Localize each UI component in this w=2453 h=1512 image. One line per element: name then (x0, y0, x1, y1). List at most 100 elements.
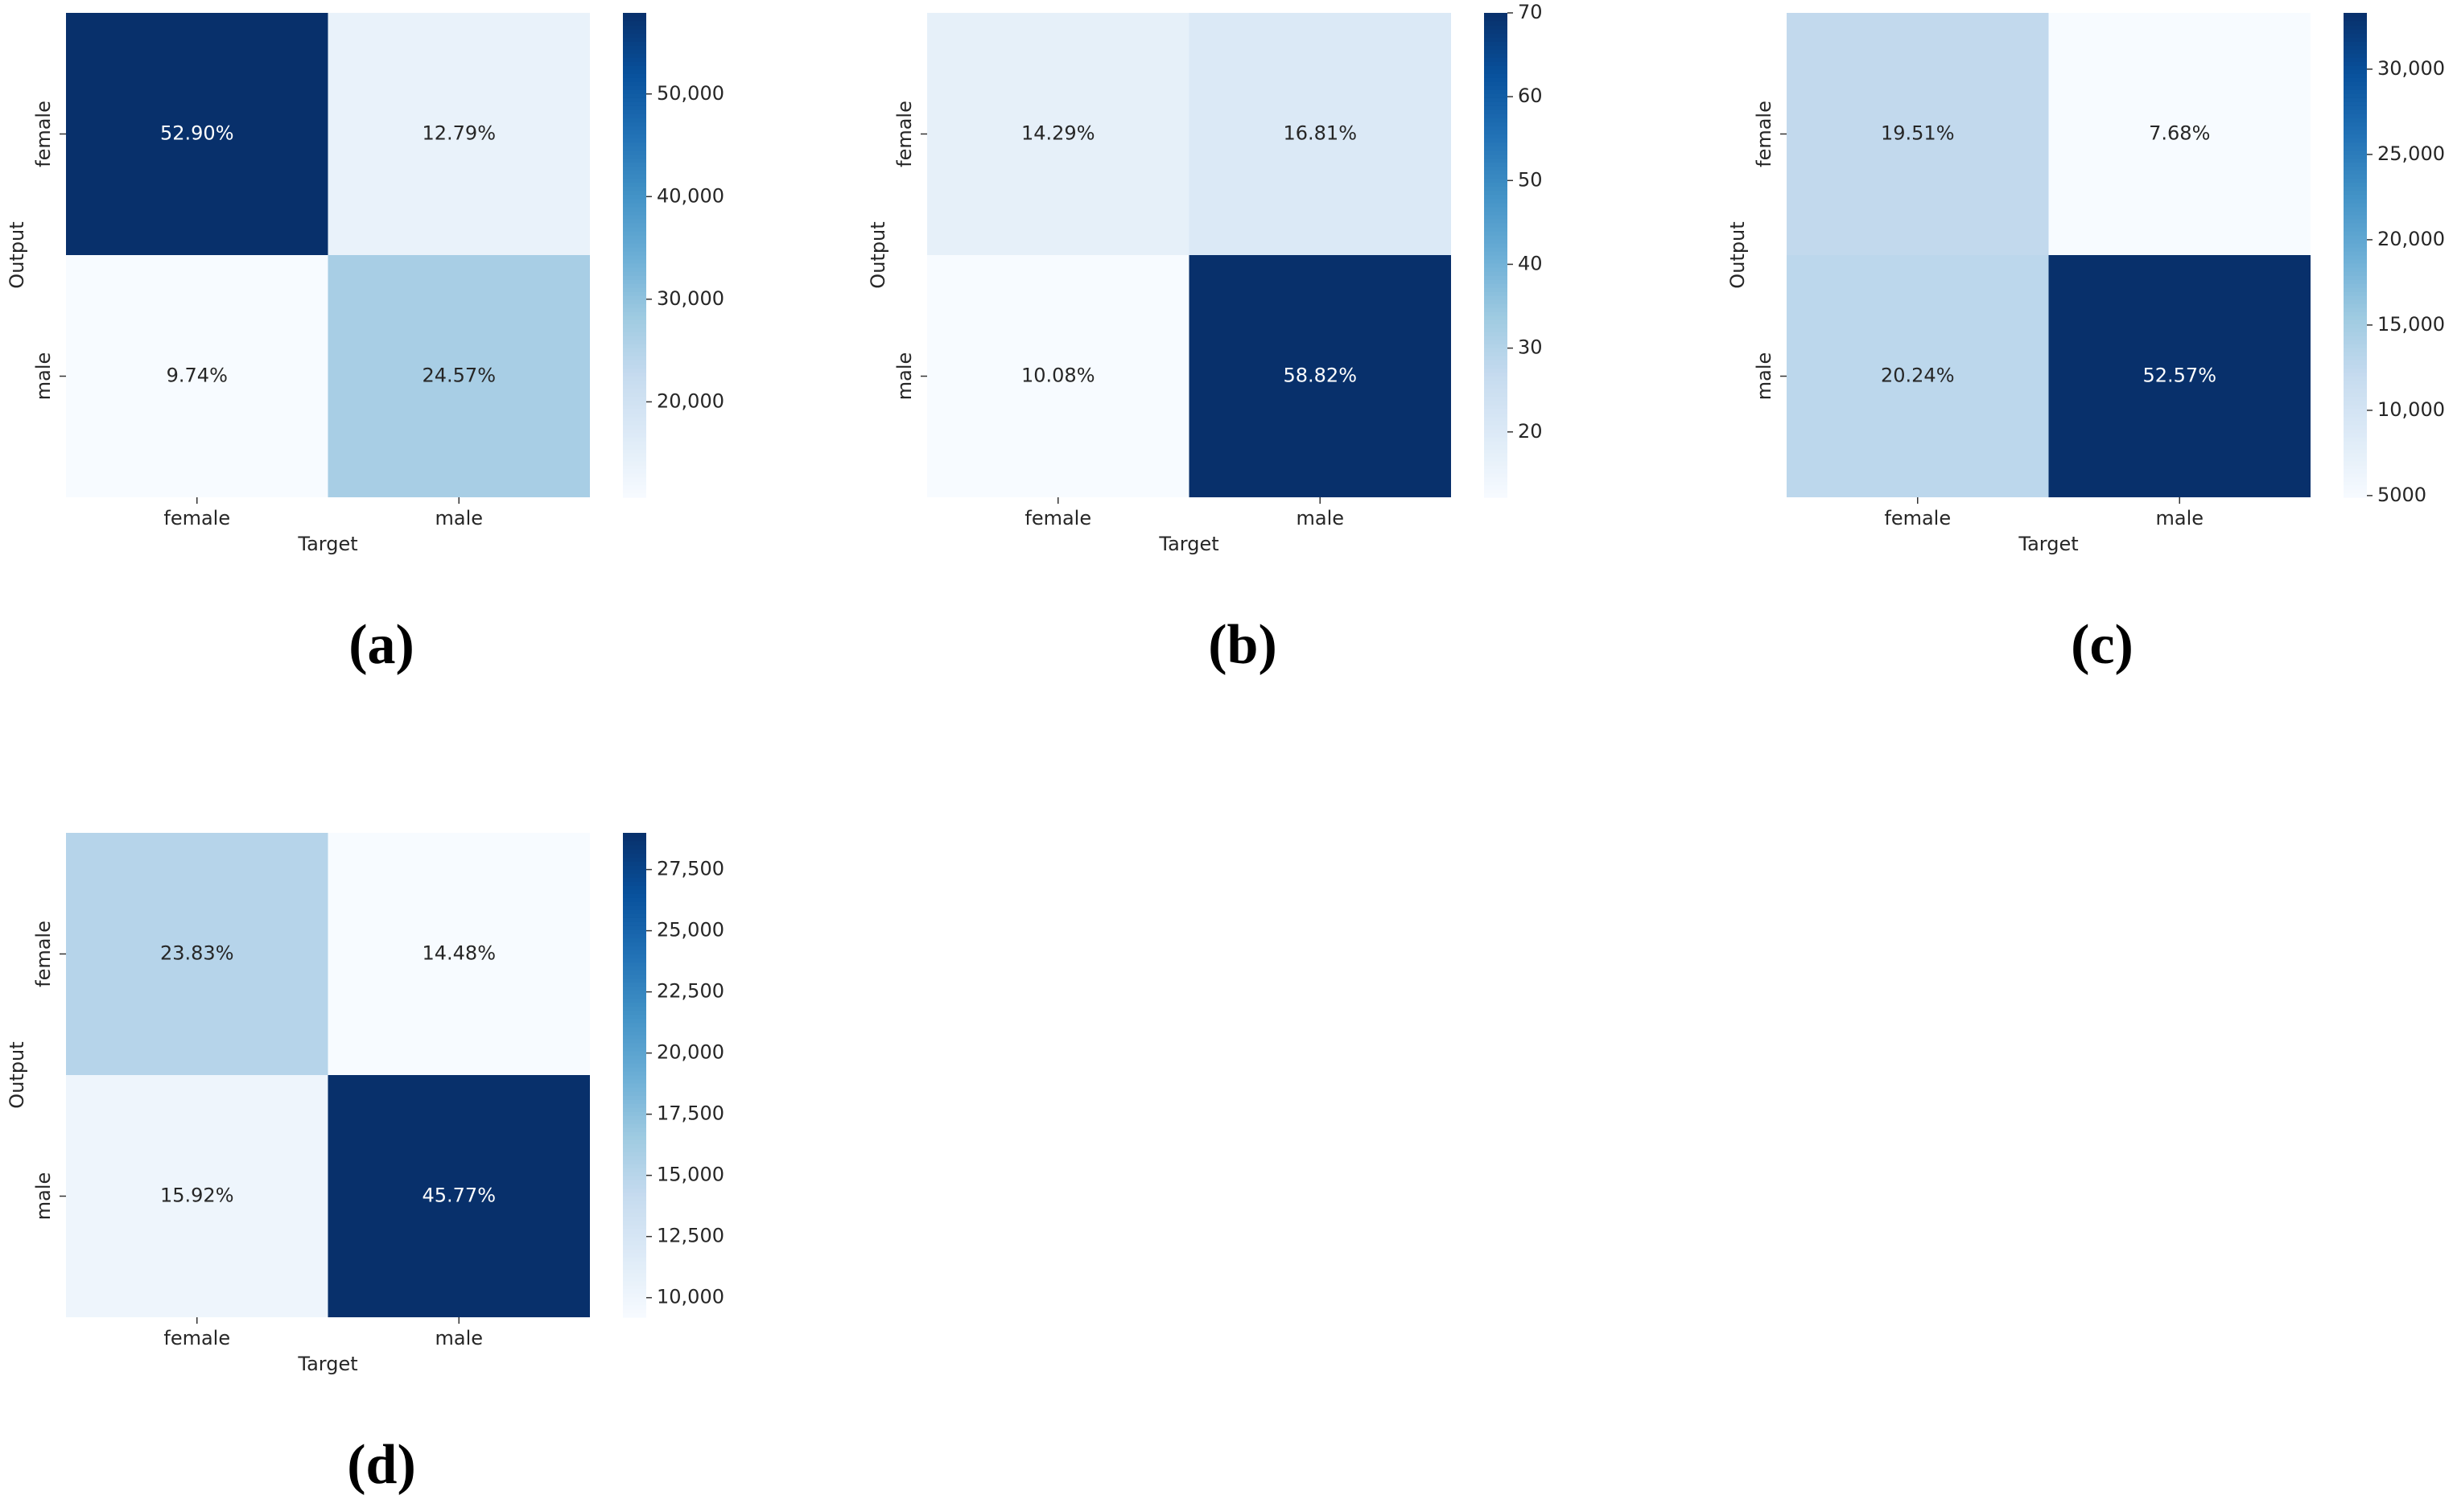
colorbar-strip (623, 77, 646, 82)
colorbar-strip (2344, 250, 2367, 256)
colorbar-strip (1484, 218, 1507, 224)
cell-label: 15.92% (160, 1184, 234, 1207)
colorbar-strip (2344, 174, 2367, 179)
colorbar-strip (2344, 480, 2367, 486)
colorbar-strip (2344, 336, 2367, 340)
colorbar-strip (623, 21, 646, 26)
colorbar-strip (1484, 25, 1507, 30)
y-tick-label: female (893, 101, 916, 167)
colorbar-strip (2344, 275, 2367, 280)
colorbar-strip (1484, 488, 1507, 494)
colorbar-strip (1484, 328, 1507, 332)
colorbar-strip (1484, 246, 1507, 252)
colorbar-strip (623, 1042, 646, 1048)
colorbar-strip (623, 994, 646, 999)
colorbar-strip (1484, 250, 1507, 256)
colorbar-strip (2344, 182, 2367, 187)
colorbar-strip (623, 1220, 646, 1226)
colorbar-strip (2344, 444, 2367, 450)
x-axis-label: Target (1158, 533, 1218, 555)
heatmap-cell (927, 255, 1189, 497)
colorbar-strip (2344, 356, 2367, 361)
colorbar-strip (623, 1168, 646, 1172)
colorbar-strip (623, 186, 646, 192)
colorbar-strip (2344, 348, 2367, 352)
panel: 52.90% 12.79% 9.74% 24.57% female male female m… (6, 13, 724, 676)
colorbar-strip (623, 287, 646, 292)
colorbar-strip (623, 1006, 646, 1011)
colorbar-strip (2344, 384, 2367, 389)
colorbar-strip (623, 1054, 646, 1060)
colorbar-strip (2344, 263, 2367, 268)
heatmap-cell (2048, 255, 2311, 497)
colorbar-strip (623, 893, 646, 898)
colorbar-strip (1484, 222, 1507, 228)
colorbar-strip (623, 974, 646, 979)
colorbar-strip (623, 295, 646, 300)
colorbar-strip (1484, 33, 1507, 38)
colorbar-strip (623, 970, 646, 975)
colorbar-strip (623, 416, 646, 422)
colorbar-strip (623, 1188, 646, 1193)
colorbar-tick-label: 20,000 (657, 1041, 724, 1064)
panel-caption: (b) (1208, 614, 1277, 676)
colorbar-strip (623, 109, 646, 115)
colorbar-strip (1484, 416, 1507, 422)
colorbar-strip (2344, 17, 2367, 22)
colorbar-strip (623, 222, 646, 228)
colorbar-strip (623, 937, 646, 943)
colorbar-strip (2344, 57, 2367, 62)
colorbar-strip (623, 950, 646, 955)
colorbar-strip (623, 456, 646, 462)
colorbar-strip (623, 869, 646, 874)
colorbar-strip (2344, 77, 2367, 82)
heatmap-cell (66, 1075, 328, 1317)
colorbar-tick-label: 17,500 (657, 1102, 724, 1125)
colorbar-strip (2344, 255, 2367, 260)
colorbar-strip (1484, 93, 1507, 98)
colorbar-strip (1484, 202, 1507, 208)
colorbar-strip (1484, 271, 1507, 276)
colorbar-strip (1484, 436, 1507, 442)
colorbar-strip (2344, 170, 2367, 175)
colorbar-tick-label: 40 (1518, 252, 1543, 274)
cell-label: 7.68% (2149, 122, 2210, 145)
colorbar-strip (2344, 158, 2367, 163)
colorbar-strip (2344, 283, 2367, 288)
y-axis-label: Output (1726, 221, 1749, 288)
colorbar-strip (623, 1208, 646, 1213)
colorbar-strip (623, 1224, 646, 1230)
colorbar-strip (2344, 424, 2367, 430)
cell-label: 58.82% (1283, 365, 1357, 387)
colorbar-strip (623, 348, 646, 352)
colorbar-strip (1484, 77, 1507, 82)
heatmap-cell (328, 255, 590, 497)
colorbar-strip (623, 1022, 646, 1028)
colorbar-strip (623, 925, 646, 930)
colorbar-strip (1484, 336, 1507, 340)
colorbar-tick-label: 22,500 (657, 980, 724, 1003)
colorbar-strip (623, 1240, 646, 1246)
colorbar-strip (623, 307, 646, 312)
colorbar-strip (2344, 105, 2367, 110)
cell-label: 52.57% (2142, 365, 2216, 387)
colorbar-strip (1484, 456, 1507, 462)
colorbar-strip (623, 13, 646, 18)
heatmap-cell (1787, 13, 2049, 255)
colorbar-strip (623, 396, 646, 402)
colorbar-strip (623, 1079, 646, 1084)
colorbar-strip (623, 1264, 646, 1270)
colorbar-strip (623, 1046, 646, 1052)
colorbar-strip (623, 1119, 646, 1124)
heatmap-cell (328, 1075, 590, 1317)
colorbar-strip (2344, 315, 2367, 320)
colorbar-strip (2344, 287, 2367, 292)
colorbar-strip (623, 150, 646, 155)
colorbar-strip (1484, 404, 1507, 410)
panel-caption: (d) (347, 1434, 416, 1496)
colorbar-strip (2344, 368, 2367, 373)
colorbar-strip (623, 275, 646, 280)
colorbar-strip (623, 1252, 646, 1258)
colorbar-strip (1484, 61, 1507, 66)
